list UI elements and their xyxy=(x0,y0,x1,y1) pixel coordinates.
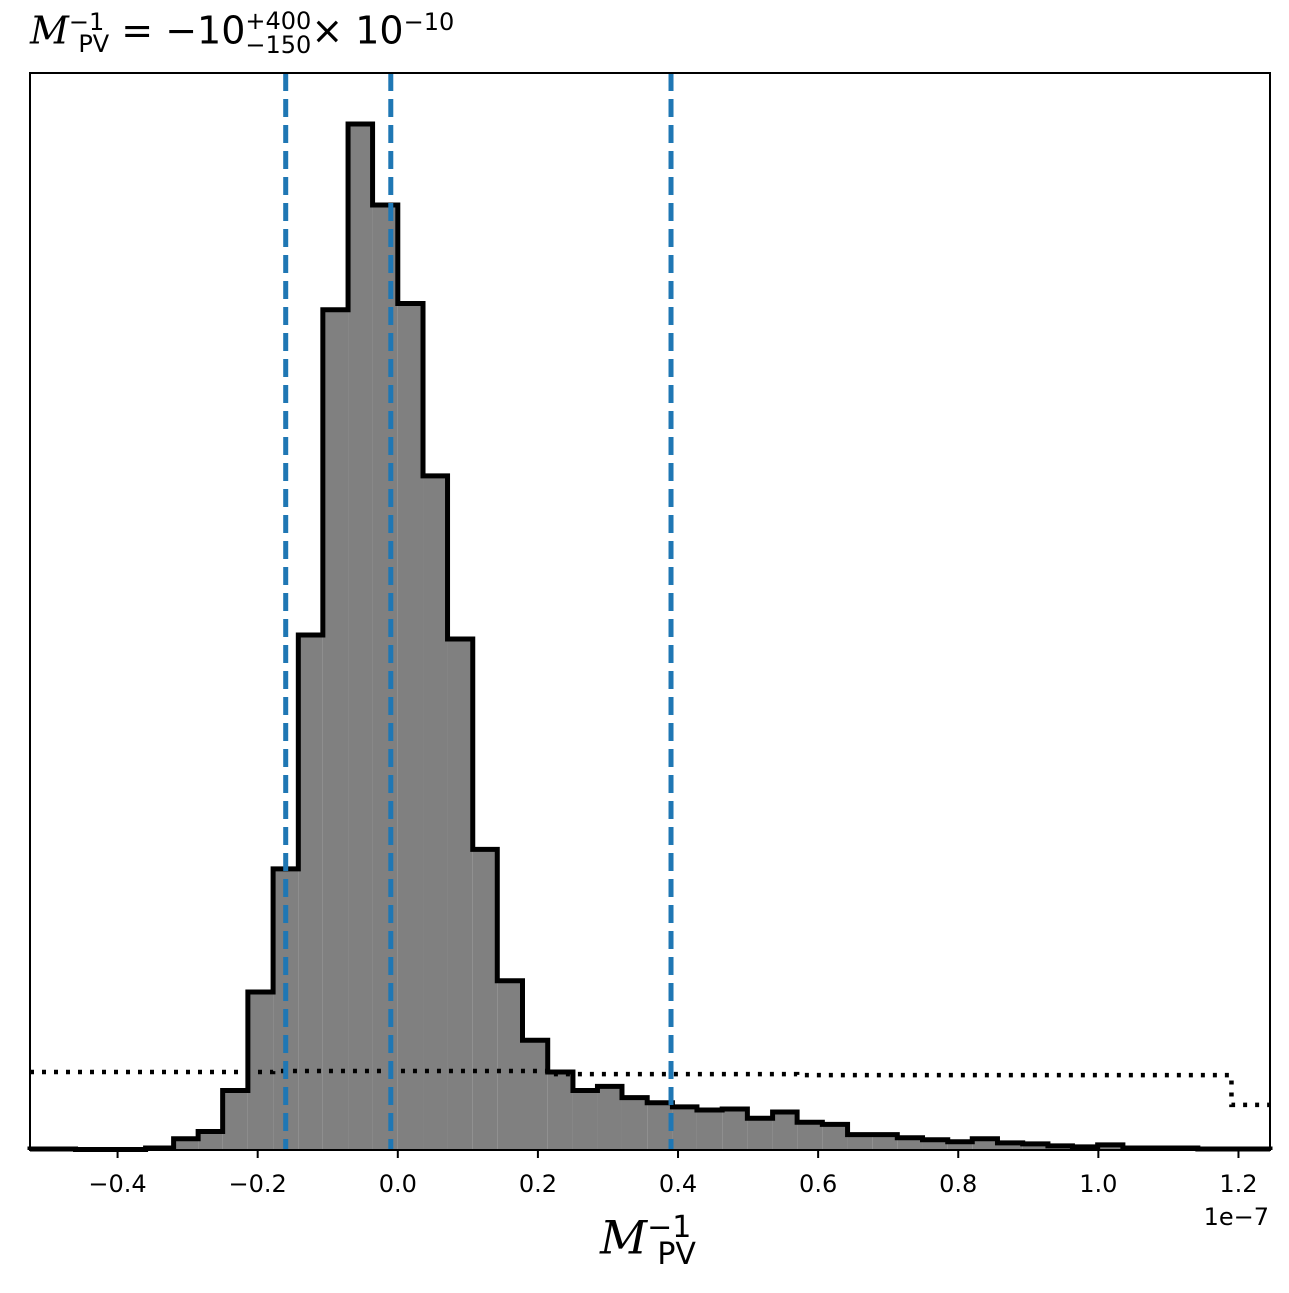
quantile-lines xyxy=(283,73,674,1150)
x-tick-label: 0.8 xyxy=(939,1170,977,1198)
histogram-bar xyxy=(847,1134,873,1150)
histogram-bar xyxy=(1097,1144,1123,1150)
prior-step-line xyxy=(30,1068,1270,1108)
histogram-bar xyxy=(597,1086,622,1150)
x-axis-label: M−1PV xyxy=(600,1210,696,1272)
x-tick-label: 0.0 xyxy=(379,1170,417,1198)
histogram-bar xyxy=(822,1124,848,1150)
xlabel-symbol: M xyxy=(600,1210,648,1265)
histogram-bar xyxy=(872,1134,898,1150)
histogram-bar xyxy=(547,1072,573,1150)
histogram-bar xyxy=(572,1090,598,1150)
histogram-bar xyxy=(322,309,349,1150)
histogram-bar xyxy=(747,1118,773,1150)
histogram-bar xyxy=(972,1138,998,1150)
title-superscript: −1 xyxy=(68,8,105,36)
x-axis-offset-text: 1e−7 xyxy=(1203,1203,1269,1231)
histogram-bar xyxy=(647,1102,673,1150)
histogram-bar xyxy=(522,1040,548,1150)
histogram-bar xyxy=(348,124,373,1150)
histogram-bar xyxy=(497,980,523,1150)
xlabel-superscript: −1 xyxy=(647,1210,692,1245)
title-err-minus: −150 xyxy=(245,31,312,60)
x-tick-label: 0.2 xyxy=(519,1170,557,1198)
histogram-bar xyxy=(397,303,424,1150)
histogram-bar xyxy=(173,1138,199,1150)
title-err-plus: +400 xyxy=(245,7,312,36)
histogram-bar xyxy=(621,1097,648,1150)
histogram-outline xyxy=(27,121,1273,1152)
title-value: = −10 xyxy=(109,8,246,53)
histogram-bar xyxy=(797,1122,823,1150)
title-times: × 10 xyxy=(311,8,404,53)
title-exponent: −10 xyxy=(403,8,455,36)
x-tick-label: 1.0 xyxy=(1079,1170,1117,1198)
x-tick-label: 0.6 xyxy=(799,1170,837,1198)
histogram-bar xyxy=(447,639,473,1150)
axes-frame xyxy=(29,72,1271,1151)
x-tick-label: −0.4 xyxy=(88,1170,146,1198)
x-axis-ticks: −0.4 −0.2 0.0 0.2 0.4 0.6 0.8 1.0 1.2 xyxy=(88,1150,1258,1198)
posterior-histogram xyxy=(27,121,1273,1152)
histogram-bar xyxy=(198,1131,223,1150)
histogram-bar xyxy=(423,475,448,1151)
histogram-bar xyxy=(672,1106,697,1150)
xlabel-subscript: PV xyxy=(657,1236,696,1272)
prior-histogram xyxy=(30,1068,1270,1108)
histogram-bar xyxy=(722,1108,748,1150)
title-subscript: PV xyxy=(78,30,110,59)
histogram-bar xyxy=(372,205,398,1150)
x-tick-label: −0.2 xyxy=(229,1170,287,1198)
histogram-bar xyxy=(696,1109,723,1150)
histogram-bar xyxy=(947,1141,973,1150)
histogram-bar xyxy=(222,1090,248,1150)
x-tick-label: 0.4 xyxy=(659,1170,697,1198)
title-errors: +400 −150 xyxy=(245,9,311,57)
histogram-bar xyxy=(922,1139,948,1150)
title-symbol: M xyxy=(30,8,69,53)
histogram-bar xyxy=(1022,1143,1048,1150)
x-tick-label: 1.2 xyxy=(1219,1170,1257,1198)
histogram-bar xyxy=(298,634,323,1150)
histogram-bar xyxy=(772,1112,798,1150)
chart-title: M−1PV = −10 +400 −150 × 10−10 xyxy=(30,8,454,58)
histogram-bar xyxy=(897,1137,923,1150)
histogram-bar xyxy=(997,1142,1023,1150)
histogram-bar xyxy=(472,849,498,1150)
